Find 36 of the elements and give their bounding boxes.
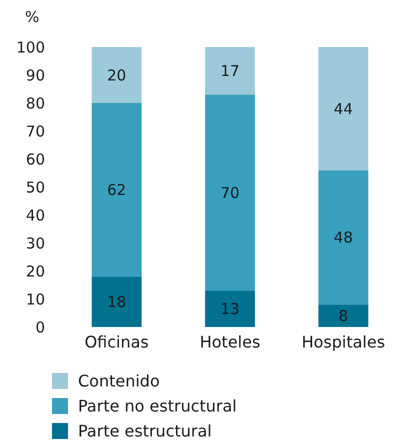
legend-label: Contenido bbox=[78, 372, 160, 391]
data-label: 20 bbox=[107, 66, 126, 84]
bar bbox=[318, 304, 368, 327]
bar bbox=[92, 276, 142, 327]
x-tick-label: Hospitales bbox=[302, 332, 386, 352]
x-tick-label: Hoteles bbox=[200, 332, 260, 352]
data-label: 48 bbox=[334, 228, 353, 247]
y-tick-label: 90 bbox=[26, 66, 45, 84]
bar bbox=[92, 103, 142, 277]
bar bbox=[318, 47, 368, 170]
bar bbox=[205, 94, 255, 291]
data-label: 70 bbox=[220, 184, 240, 202]
y-tick-label: 0 bbox=[35, 318, 45, 336]
y-tick-label: 20 bbox=[26, 262, 45, 280]
y-tick-label: 60 bbox=[26, 150, 45, 168]
bar bbox=[205, 47, 255, 95]
y-tick-label: 100 bbox=[16, 38, 45, 56]
y-tick-label: 50 bbox=[26, 178, 45, 196]
data-label: 62 bbox=[107, 181, 126, 200]
data-label: 17 bbox=[220, 62, 240, 80]
legend-label: Parte estructural bbox=[78, 422, 212, 441]
data-label: 44 bbox=[334, 100, 353, 118]
data-label: 18 bbox=[107, 293, 126, 312]
bar bbox=[205, 290, 255, 327]
y-tick-label: 40 bbox=[26, 206, 45, 224]
data-label: 8 bbox=[338, 307, 348, 326]
bar bbox=[318, 170, 368, 305]
legend-label: Parte no estructural bbox=[78, 396, 237, 416]
y-tick-label: 30 bbox=[26, 234, 45, 252]
bar bbox=[92, 47, 142, 103]
y-tick-label: 80 bbox=[26, 94, 45, 112]
x-tick-label: Oficinas bbox=[84, 332, 149, 352]
y-tick-label: 70 bbox=[26, 122, 45, 140]
data-label: 13 bbox=[220, 300, 240, 318]
y-axis-title: % bbox=[25, 8, 40, 26]
y-tick-label: 10 bbox=[26, 290, 45, 308]
